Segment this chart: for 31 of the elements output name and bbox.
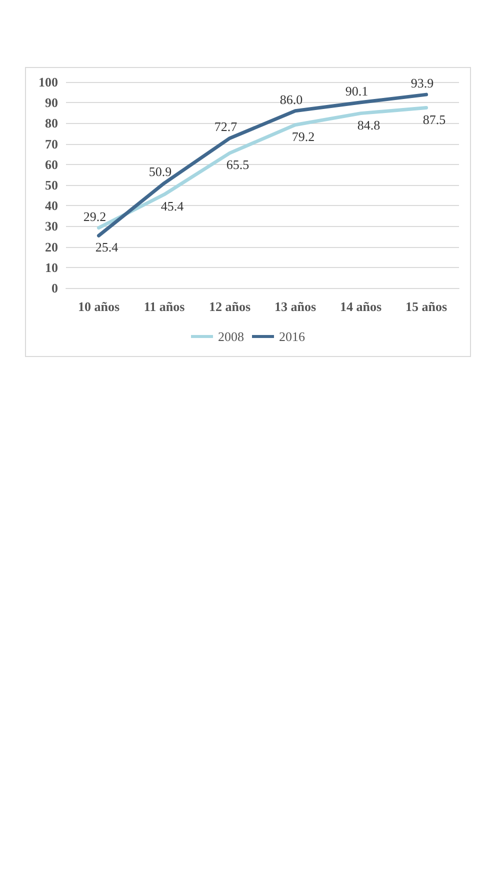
y-tick-label: 30	[45, 218, 58, 234]
data-label: 45.4	[160, 198, 184, 214]
y-tick-label: 90	[45, 95, 58, 110]
x-tick-label: 12 años	[208, 299, 251, 314]
x-tick-label: 13 años	[274, 299, 316, 314]
data-label: 90.1	[345, 83, 368, 98]
data-label: 29.2	[83, 208, 106, 224]
data-label: 93.9	[410, 76, 434, 91]
data-label: 79.2	[292, 128, 315, 144]
data-label: 84.8	[357, 117, 380, 132]
y-tick-label: 20	[45, 239, 58, 254]
data-label: 50.9	[148, 164, 172, 180]
data-label: 86.0	[280, 92, 303, 107]
data-label: 87.5	[422, 112, 446, 127]
y-tick-label: 10	[45, 260, 58, 275]
x-tick-label: 14 años	[340, 299, 382, 314]
y-tick-label: 40	[45, 198, 58, 214]
y-tick-label: 70	[45, 136, 58, 152]
data-label: 65.5	[226, 157, 250, 172]
y-tick-label: 50	[45, 178, 58, 192]
y-tick-label: 0	[52, 280, 58, 296]
x-tick-label: 10 años	[78, 299, 120, 314]
x-tick-label: 11 años	[144, 299, 185, 314]
data-label: 25.4	[95, 240, 119, 255]
x-tick-label: 15 años	[405, 299, 448, 314]
y-tick-label: 80	[45, 116, 58, 131]
data-label: 72.7	[214, 119, 238, 134]
y-tick-label: 100	[38, 74, 58, 90]
y-tick-label: 60	[45, 156, 58, 172]
legend-label: 2008	[218, 329, 244, 344]
legend-label: 2016	[279, 329, 306, 344]
